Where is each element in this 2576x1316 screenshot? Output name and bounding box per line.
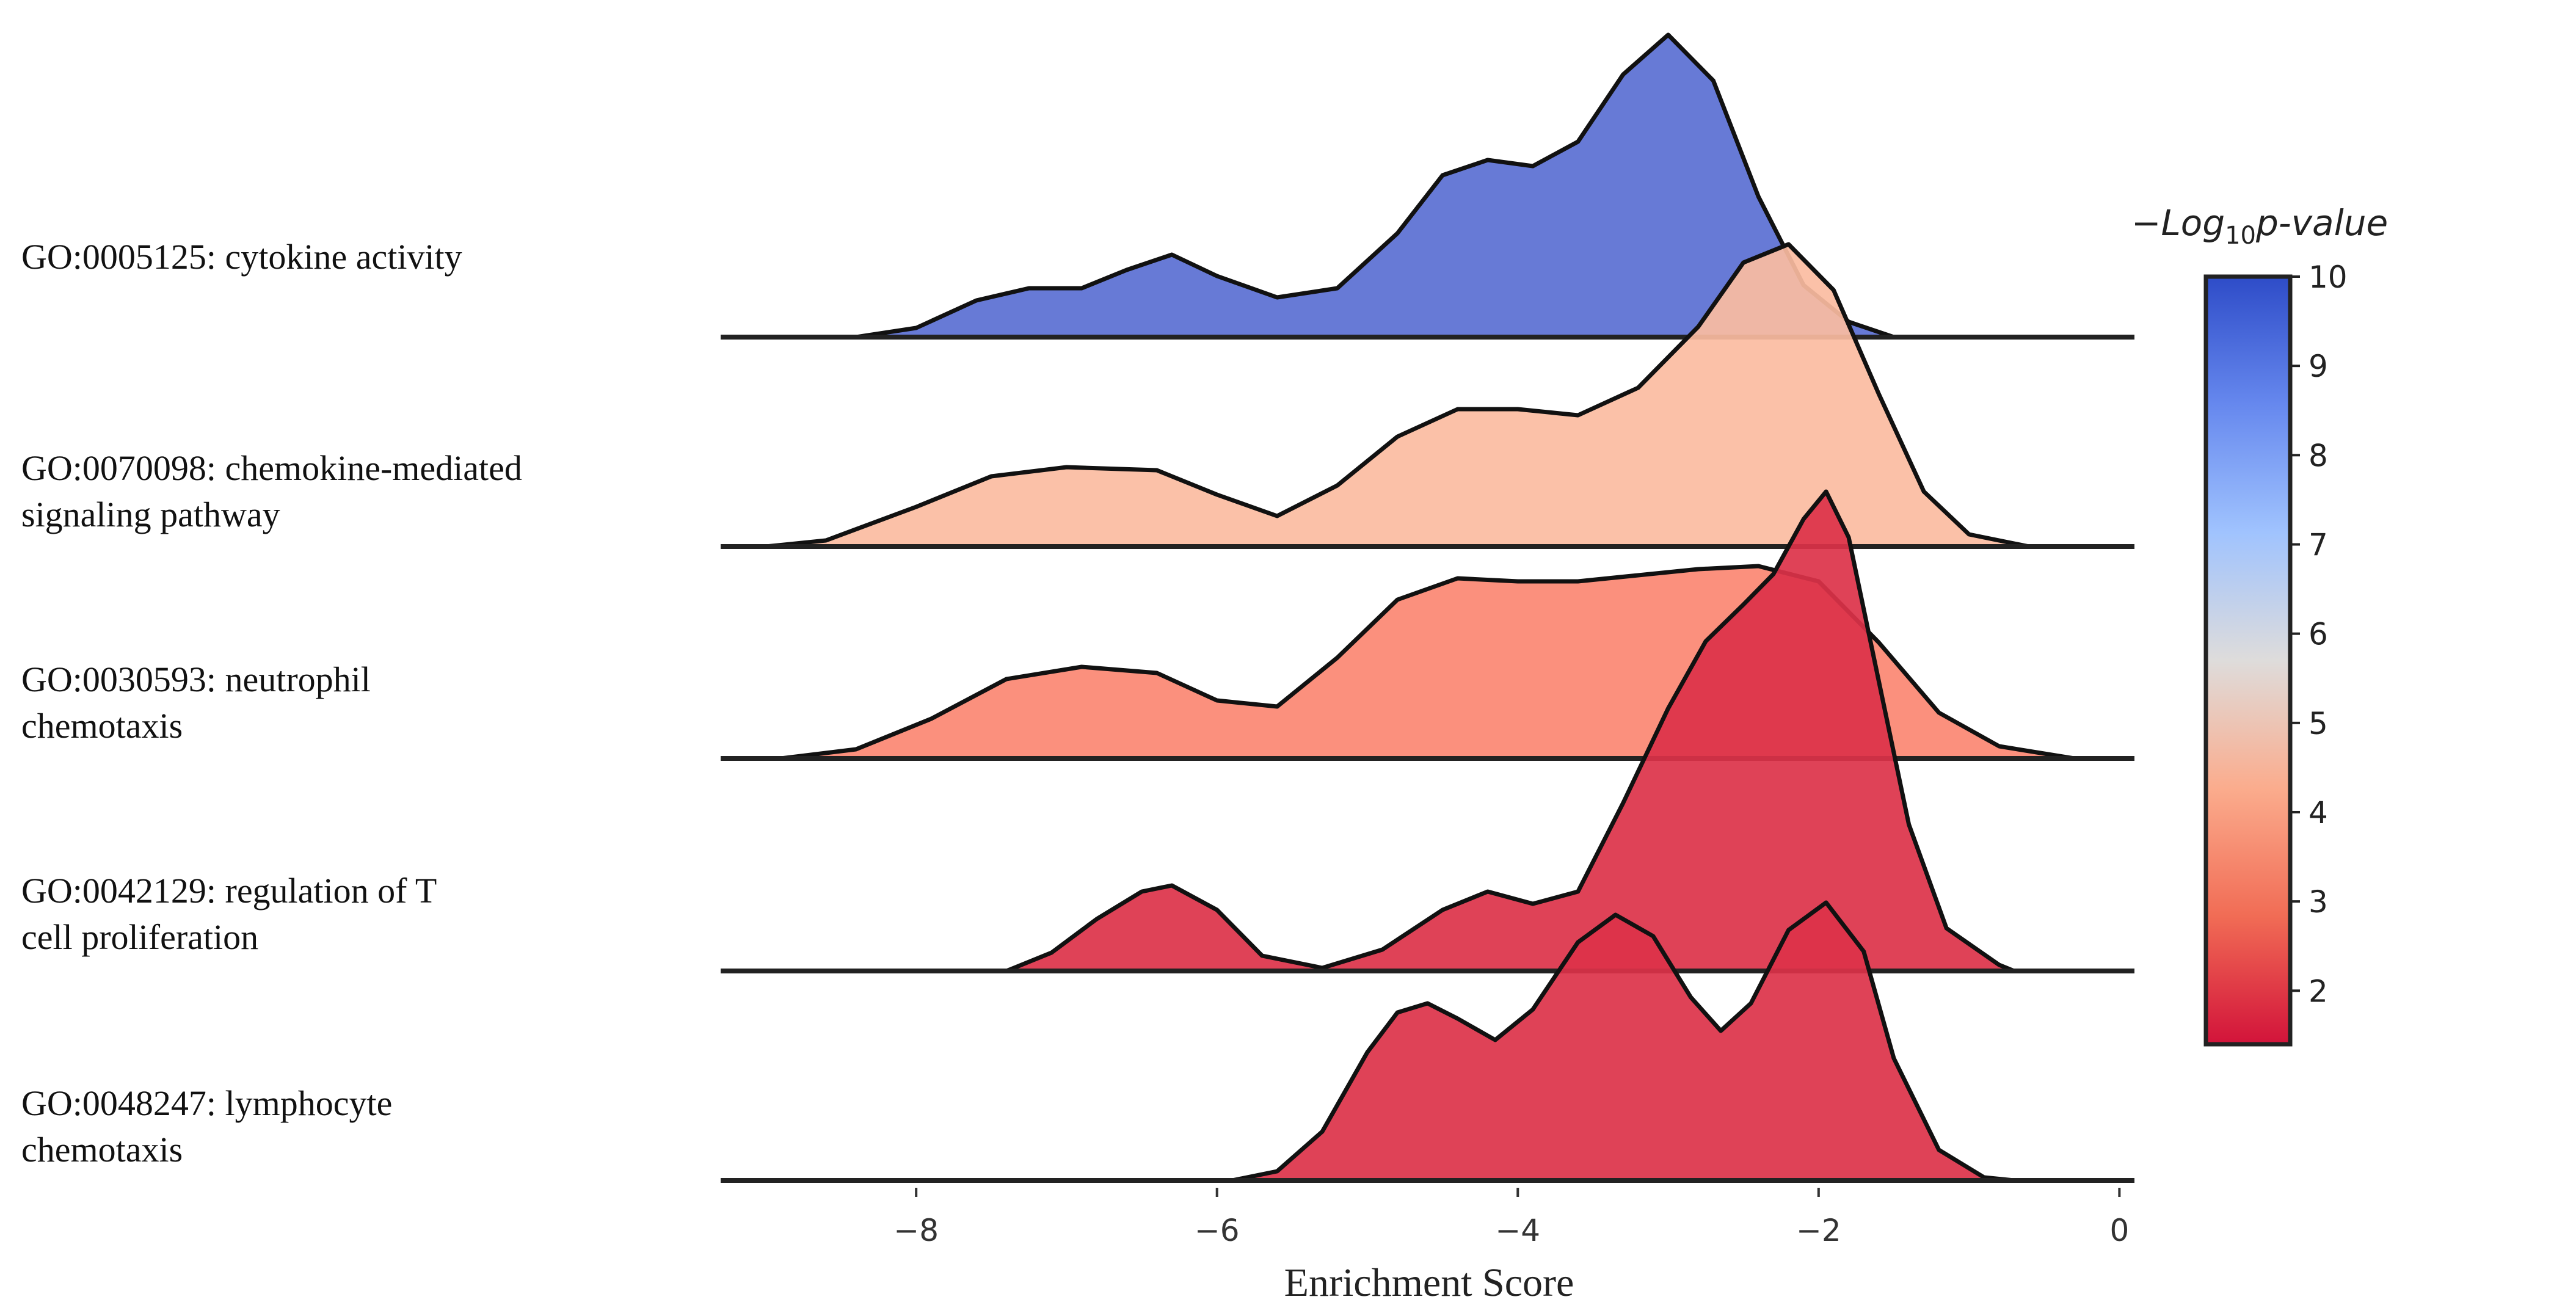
ridge-2 bbox=[721, 242, 2134, 549]
colorbar-title: −Log10p-value bbox=[2131, 202, 2388, 250]
colorbar-tick-label: 3 bbox=[2309, 884, 2328, 920]
ridge-outline bbox=[1005, 489, 2015, 973]
x-tick-label: −4 bbox=[1495, 1213, 1540, 1248]
ridge-outline bbox=[765, 242, 2030, 549]
colorbar-tick-label: 2 bbox=[2309, 973, 2328, 1009]
x-tick-label: −8 bbox=[893, 1213, 939, 1248]
ridge-area bbox=[1232, 903, 2014, 1180]
colorbar-tick-label: 7 bbox=[2309, 527, 2328, 562]
ridge-1 bbox=[721, 32, 2134, 340]
x-tick-label: −6 bbox=[1195, 1213, 1240, 1248]
term-label: GO:0048247: lymphocyte chemotaxis bbox=[21, 1083, 392, 1169]
colorbar-tick-label: 6 bbox=[2309, 617, 2328, 652]
x-tick-label: −2 bbox=[1796, 1213, 1841, 1248]
ridge-area bbox=[856, 35, 1894, 337]
colorbar: 2 3 4 5 6 7 8 9 10 −Log10p-value bbox=[2131, 202, 2388, 1047]
ridge-4 bbox=[721, 489, 2134, 973]
term-labels: GO:0005125: cytokine activity GO:0070098:… bbox=[21, 237, 522, 1169]
ridge-5 bbox=[721, 900, 2134, 1183]
colorbar-tick-label: 8 bbox=[2309, 438, 2328, 473]
x-axis: −8 −6 −4 −2 0 bbox=[893, 1188, 2129, 1248]
term-label: GO:0030593: neutrophil chemotaxis bbox=[21, 660, 371, 746]
term-label: GO:0005125: cytokine activity bbox=[21, 237, 462, 277]
colorbar-tick-label: 5 bbox=[2309, 706, 2328, 741]
colorbar-gradient bbox=[2203, 274, 2293, 1047]
ridges-layer bbox=[721, 32, 2134, 1183]
colorbar-tick-label: 9 bbox=[2309, 349, 2328, 384]
ridge-area bbox=[765, 244, 2029, 547]
ridge-3 bbox=[721, 564, 2134, 761]
ridge-area bbox=[1006, 492, 2014, 971]
ridge-outline bbox=[1231, 900, 2015, 1183]
colorbar-tick-label: 10 bbox=[2309, 260, 2348, 295]
x-axis-title: Enrichment Score bbox=[1284, 1260, 1574, 1305]
colorbar-tick-label: 4 bbox=[2309, 795, 2328, 831]
x-tick-label: 0 bbox=[2109, 1213, 2129, 1248]
term-label: GO:0070098: chemokine-mediated signaling … bbox=[21, 448, 522, 534]
ridge-outline bbox=[856, 32, 1895, 340]
